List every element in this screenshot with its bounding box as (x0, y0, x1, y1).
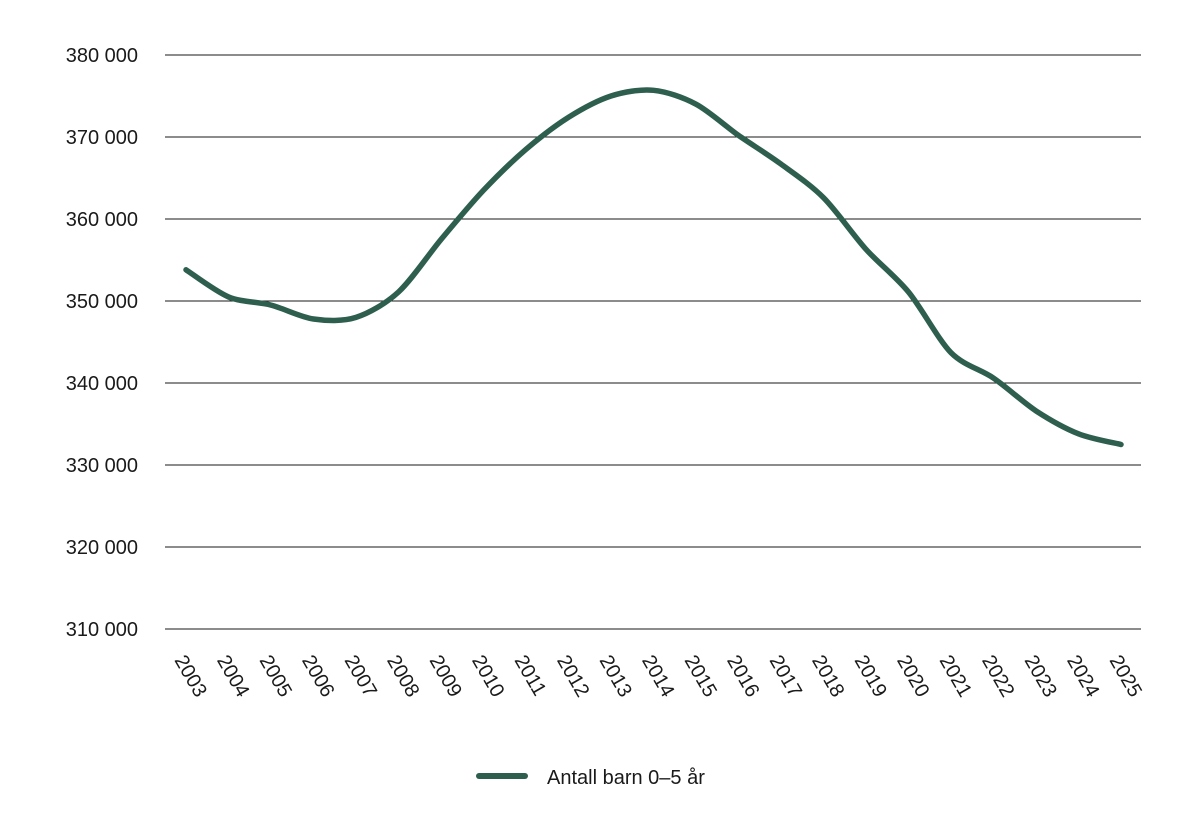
x-tick-label: 2011 (510, 652, 551, 700)
x-tick-label: 2023 (1020, 652, 1061, 702)
x-tick-label: 2020 (892, 652, 933, 702)
y-axis-tick-labels: 310 000 320 000 330 000 340 000 350 000 360 0… (66, 45, 138, 641)
x-tick-label: 2015 (680, 652, 721, 702)
x-tick-label: 2016 (722, 652, 763, 702)
x-tick-label: 2024 (1062, 652, 1103, 702)
y-tick-label: 330 000 (66, 455, 138, 477)
x-tick-label: 2022 (977, 652, 1018, 702)
legend: Antall barn 0–5 år (476, 767, 705, 789)
x-tick-label: 2021 (935, 652, 976, 702)
x-tick-label: 2005 (255, 652, 296, 702)
x-tick-label: 2007 (340, 652, 381, 702)
gridlines (165, 54, 1141, 630)
x-tick-label: 2010 (467, 652, 508, 702)
x-tick-label: 2013 (595, 652, 636, 702)
x-tick-label: 2012 (552, 652, 593, 702)
series-line (183, 87, 1124, 448)
y-tick-label: 310 000 (66, 619, 138, 641)
x-tick-label: 2019 (850, 652, 891, 702)
y-tick-label: 320 000 (66, 537, 138, 559)
x-axis-tick-labels: 2003 2004 2005 2006 2007 2008 2009 2010 2011 2012… (170, 652, 1146, 702)
x-tick-label: 2004 (212, 652, 253, 702)
x-tick-label: 2006 (297, 652, 338, 702)
y-tick-label: 340 000 (66, 373, 138, 395)
legend-label: Antall barn 0–5 år (547, 767, 705, 789)
x-tick-label: 2003 (170, 652, 211, 702)
x-tick-label: 2025 (1105, 652, 1146, 702)
x-tick-label: 2018 (807, 652, 848, 702)
x-tick-label: 2014 (637, 652, 678, 702)
x-tick-label: 2017 (765, 652, 806, 702)
x-tick-label: 2009 (425, 652, 466, 702)
y-tick-label: 370 000 (66, 127, 138, 149)
y-tick-label: 360 000 (66, 209, 138, 231)
x-tick-label: 2008 (382, 652, 423, 702)
y-tick-label: 380 000 (66, 45, 138, 67)
y-tick-label: 350 000 (66, 291, 138, 313)
series-lines (183, 87, 1124, 448)
